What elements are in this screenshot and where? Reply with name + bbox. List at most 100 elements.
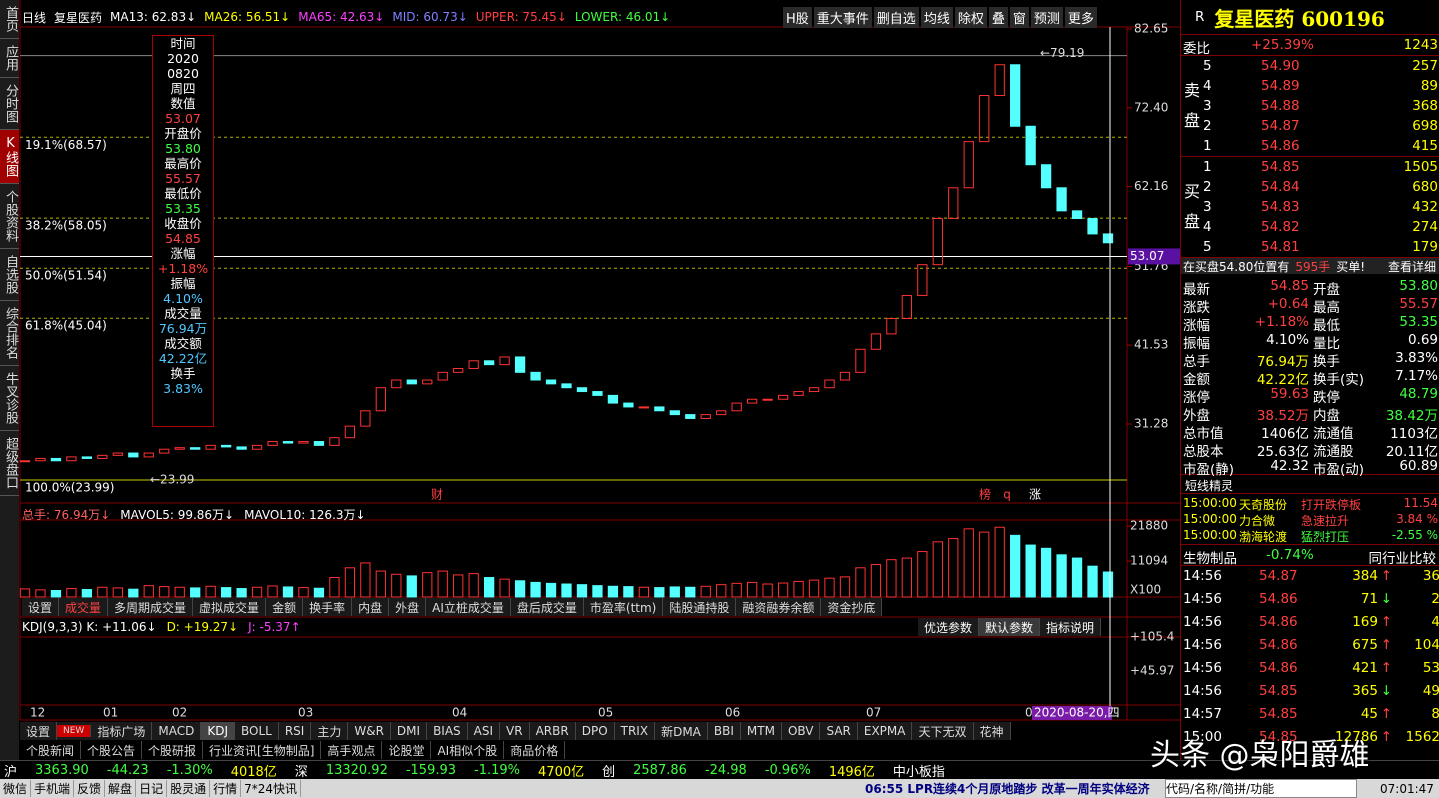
- volume-tab[interactable]: 虚拟成交量: [193, 598, 267, 616]
- bottom-tab[interactable]: 个股研报: [142, 741, 204, 759]
- volume-tab[interactable]: 盘后成交量: [511, 598, 584, 616]
- stat-row-cell: 总市值: [1183, 426, 1224, 442]
- top-button[interactable]: 均线: [920, 6, 953, 28]
- volume-tab[interactable]: 资金抄底: [821, 598, 883, 616]
- side-tab[interactable]: 自选股: [0, 249, 19, 301]
- bottom-tab[interactable]: 高手观点: [321, 741, 383, 759]
- volume-tab[interactable]: 换手率: [303, 598, 353, 616]
- side-tab[interactable]: 个股资料: [0, 184, 19, 249]
- tick-row: 14:56 54.87 384 ↑ 36: [1181, 566, 1439, 589]
- kdj-button[interactable]: 默认参数: [979, 618, 1041, 636]
- volume-tab[interactable]: 金额: [266, 598, 304, 616]
- kdj-button[interactable]: 指标说明: [1040, 618, 1102, 636]
- side-tab[interactable]: 综合排名: [0, 301, 19, 366]
- bottom-tab[interactable]: 行业资讯[生物制品]: [203, 741, 322, 759]
- indicator-tab[interactable]: ASI: [468, 722, 501, 740]
- month-label: 03: [298, 706, 313, 720]
- indicator-tab[interactable]: W&R: [348, 722, 391, 740]
- indicator-tab[interactable]: 设置: [20, 722, 58, 740]
- indicator-tab[interactable]: SAR: [820, 722, 858, 740]
- top-button[interactable]: H股: [783, 6, 812, 28]
- volume-tab[interactable]: 市盈率(ttm): [584, 598, 664, 616]
- sprite-row-cell: 猛烈打压: [1301, 530, 1350, 544]
- status-item[interactable]: 微信: [0, 780, 32, 797]
- volume-tab[interactable]: 内盘: [352, 598, 390, 616]
- bottom-tab[interactable]: 论股堂: [382, 741, 432, 759]
- volume-tab[interactable]: 多周期成交量: [108, 598, 194, 616]
- indicator-tab[interactable]: 新DMA: [655, 722, 708, 740]
- volume-tab[interactable]: 融资融券余额: [736, 598, 822, 616]
- indicator-tab[interactable]: VR: [500, 722, 530, 740]
- volume-tab[interactable]: 设置: [22, 598, 60, 616]
- status-item[interactable]: 反馈: [74, 780, 106, 797]
- stat-row-cell: 7.17%: [1395, 368, 1438, 384]
- bottom-tab[interactable]: 个股公告: [81, 741, 143, 759]
- status-item[interactable]: 解盘: [105, 780, 137, 797]
- top-button[interactable]: 重大事件: [813, 6, 872, 28]
- side-tab[interactable]: 首页: [0, 0, 19, 39]
- search-box[interactable]: 代码/名称/简拼/功能: [1165, 779, 1357, 798]
- candle: [576, 387, 588, 393]
- low-label: ←23.99: [150, 473, 194, 487]
- top-button[interactable]: 删自选: [873, 6, 919, 28]
- bottom-tab[interactable]: AI相似个股: [431, 741, 505, 759]
- volume-bar: [576, 584, 588, 598]
- volume-stat: MAVOL5: 99.86万↓: [120, 508, 235, 522]
- stat-row: 涨停 59.63 跌停 48.79: [1181, 384, 1439, 406]
- side-tab[interactable]: 超级盘口: [0, 431, 19, 496]
- indicator-tab[interactable]: 指标广场: [91, 722, 153, 740]
- candle: [1056, 187, 1067, 212]
- indicator-tab[interactable]: EXPMA: [858, 722, 913, 740]
- indicator-tab[interactable]: ARBR: [530, 722, 576, 740]
- indicator-tab[interactable]: NEW: [57, 725, 92, 737]
- book-row-cell: 54.85: [1261, 159, 1300, 175]
- indicator-tab[interactable]: MTM: [741, 722, 782, 740]
- indicator-tab[interactable]: TRIX: [615, 722, 656, 740]
- bottom-tab[interactable]: 商品价格: [504, 741, 566, 759]
- indicator-tab[interactable]: BIAS: [427, 722, 468, 740]
- top-button[interactable]: 叠: [988, 6, 1008, 28]
- volume-bar: [97, 586, 108, 598]
- indicator-tab[interactable]: KDJ: [201, 722, 235, 740]
- top-button[interactable]: 除权: [954, 6, 987, 28]
- bottom-tab[interactable]: 个股新闻: [20, 741, 82, 759]
- tooltip-label: 成交额: [164, 336, 202, 351]
- notice-text[interactable]: 查看详细: [1387, 259, 1436, 274]
- indicator-tab[interactable]: BOLL: [235, 722, 279, 740]
- sprite-row: 15:00:00 渤海轮渡 猛烈打压 -2.55 %: [1181, 526, 1439, 544]
- indicator-tab[interactable]: 花神: [974, 722, 1011, 740]
- indicator-tab[interactable]: DPO: [576, 722, 615, 740]
- side-tab[interactable]: 分时图: [0, 78, 19, 130]
- kdj-button[interactable]: 优选参数: [918, 618, 980, 636]
- indicator-tab[interactable]: 天下无双: [912, 722, 974, 740]
- volume-tab[interactable]: 陆股通持股: [663, 598, 737, 616]
- status-item[interactable]: 日记: [136, 780, 168, 797]
- month-label: 01: [103, 706, 118, 720]
- side-tab[interactable]: K线图: [0, 130, 19, 184]
- status-item[interactable]: 手机端: [31, 780, 75, 797]
- volume-bar: [948, 538, 959, 598]
- volume-tab[interactable]: 成交量: [59, 598, 109, 616]
- side-tab[interactable]: 应用: [0, 39, 19, 78]
- tooltip-value: 4.10%: [163, 291, 203, 306]
- indicator-tab[interactable]: 主力: [311, 722, 349, 740]
- tooltip-value: 53.80: [165, 141, 201, 156]
- volume-tab[interactable]: 外盘: [389, 598, 427, 616]
- top-button[interactable]: 窗: [1009, 6, 1029, 28]
- candle: [731, 402, 742, 412]
- indicator-tab[interactable]: DMI: [391, 722, 428, 740]
- top-button[interactable]: 更多: [1064, 6, 1097, 28]
- status-item[interactable]: 7*24快讯: [241, 780, 302, 797]
- indicator-tab[interactable]: MACD: [152, 722, 202, 740]
- indicator-tab[interactable]: OBV: [782, 722, 821, 740]
- side-tab[interactable]: 牛叉诊股: [0, 366, 19, 431]
- indicator-tab[interactable]: BBI: [708, 722, 741, 740]
- status-item[interactable]: 股灵通: [167, 780, 211, 797]
- top-button[interactable]: 预测: [1030, 6, 1063, 28]
- book-row: 4 54.82 274: [1181, 217, 1439, 237]
- status-item[interactable]: 行情: [210, 780, 242, 797]
- volume-tab[interactable]: AI立桩成交量: [426, 598, 511, 616]
- indicator-tab[interactable]: RSI: [279, 722, 312, 740]
- candle: [360, 410, 371, 427]
- book-row-cell: 698: [1412, 118, 1438, 134]
